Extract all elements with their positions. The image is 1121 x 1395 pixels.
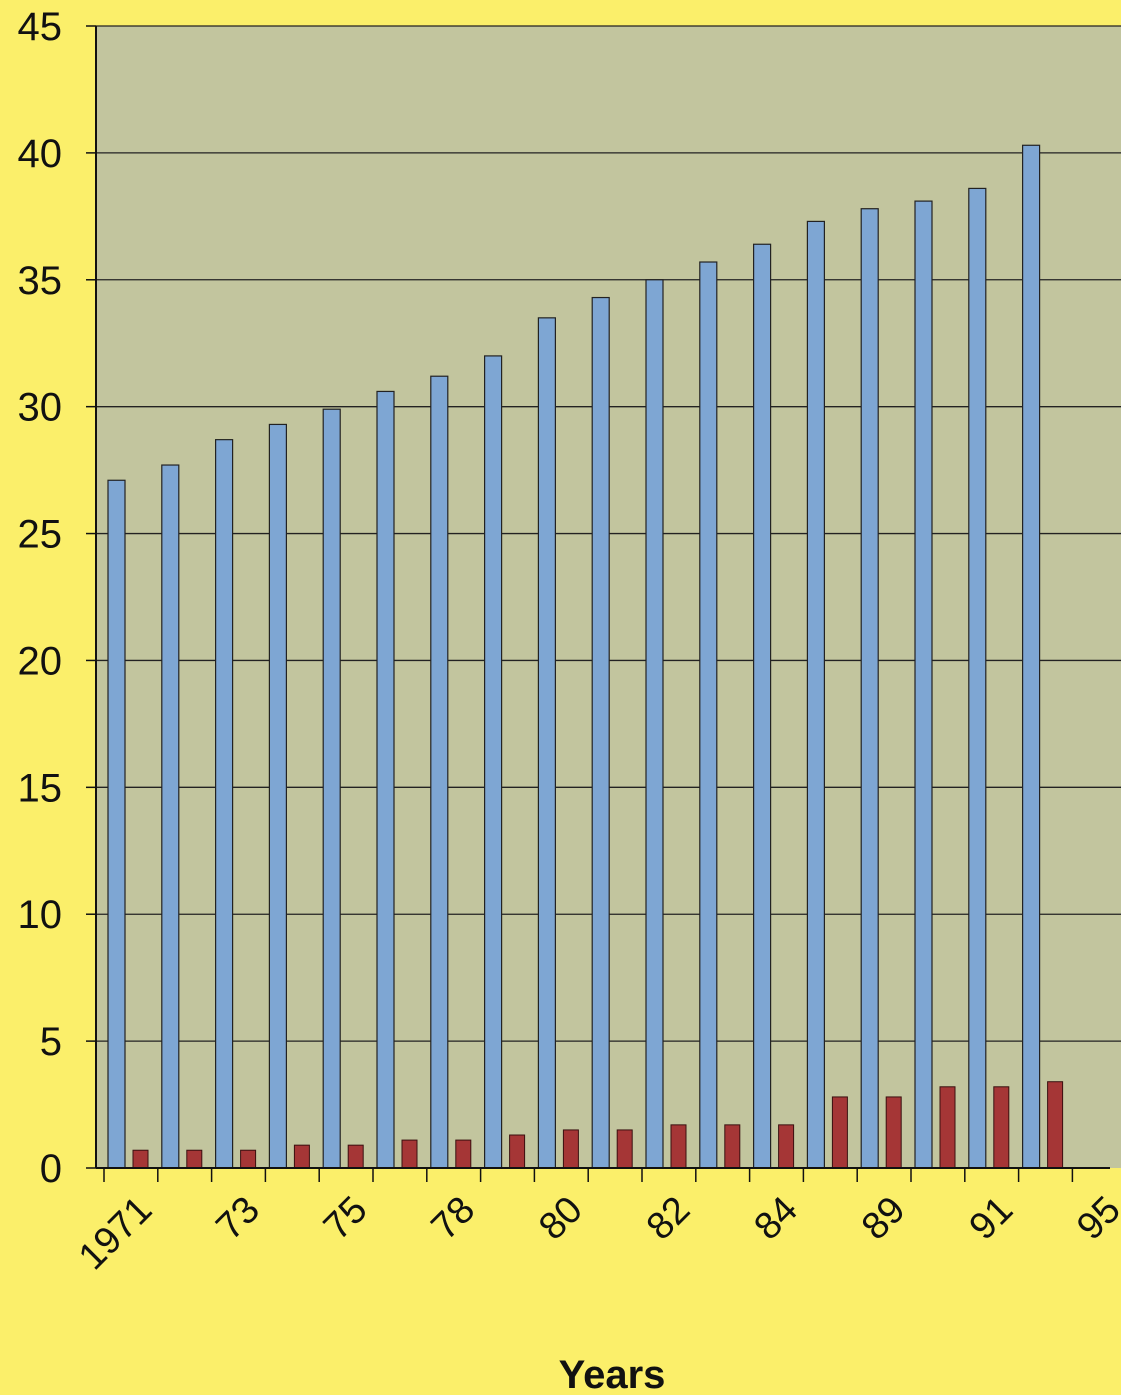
bar-series-2 (186, 1149, 203, 1169)
bar-series-1 (914, 200, 933, 1169)
x-tick-label: 73 (208, 1189, 268, 1249)
bar-series-1 (322, 408, 341, 1169)
y-tick-label: 0 (40, 1147, 62, 1191)
bar-series-2 (1047, 1081, 1064, 1169)
bar-series-2 (778, 1124, 795, 1169)
y-tick-labels: 0 5 10 15 20 25 30 35 40 45 (18, 5, 63, 1191)
bar-series-1 (860, 208, 879, 1169)
bar-series-2 (455, 1139, 472, 1169)
bar-series-1 (537, 317, 557, 1169)
y-tick-label: 15 (18, 766, 63, 810)
x-tick-labels: 1971 73 75 78 80 82 84 89 91 95 (71, 1189, 1121, 1278)
y-tick-label: 10 (18, 893, 63, 937)
x-tick-label: 82 (639, 1189, 699, 1249)
bar-series-2 (293, 1144, 310, 1169)
bar-series-1 (161, 464, 180, 1169)
bar-series-2 (347, 1144, 364, 1169)
x-tick-label: 80 (531, 1189, 591, 1249)
bar-series-2 (670, 1124, 687, 1169)
bar-series-1 (376, 390, 395, 1169)
bar-series-1 (806, 220, 826, 1169)
bar-series-1 (215, 439, 234, 1169)
bar-series-1 (752, 243, 772, 1169)
y-tick-label: 35 (18, 259, 63, 303)
x-tick-label: 1971 (71, 1189, 160, 1278)
bar-series-1 (645, 279, 664, 1169)
y-tick-label: 45 (18, 5, 63, 49)
bar-series-2 (831, 1096, 848, 1169)
x-tick-label: 95 (1069, 1189, 1121, 1249)
bar-series-2 (401, 1139, 418, 1169)
bar-series-1 (968, 187, 987, 1169)
bar-series-2 (993, 1086, 1010, 1169)
bar-series-2 (724, 1124, 741, 1169)
bar-series-2 (132, 1149, 149, 1169)
bar-series-1 (591, 296, 610, 1169)
bar-series-1 (1021, 144, 1041, 1169)
x-tick-label: 91 (962, 1189, 1022, 1249)
x-tick-label: 89 (854, 1189, 914, 1249)
bar-series-2 (240, 1149, 257, 1169)
x-axis-title: Years (559, 1353, 666, 1395)
bar-series-2 (616, 1129, 633, 1169)
y-tick-label: 20 (18, 639, 63, 683)
x-tick-label: 75 (316, 1189, 376, 1249)
bar-series-1 (107, 479, 126, 1169)
bar-series-1 (699, 261, 718, 1169)
bar-series-2 (562, 1129, 579, 1169)
bar-series-1 (430, 375, 449, 1169)
bar-series-2 (939, 1086, 956, 1169)
bar-series-1 (268, 423, 287, 1169)
y-tick-label: 30 (18, 386, 63, 430)
bar-series-2 (509, 1134, 526, 1169)
x-tick-label: 78 (424, 1189, 484, 1249)
bar-series-1 (484, 355, 503, 1169)
x-tick-label: 84 (746, 1189, 806, 1249)
y-tick-label: 25 (18, 513, 63, 557)
bars (107, 144, 1064, 1169)
y-tick-label: 40 (18, 132, 63, 176)
y-tick-label: 5 (40, 1020, 62, 1064)
axes (95, 26, 1110, 1182)
bar-series-2 (885, 1096, 902, 1169)
